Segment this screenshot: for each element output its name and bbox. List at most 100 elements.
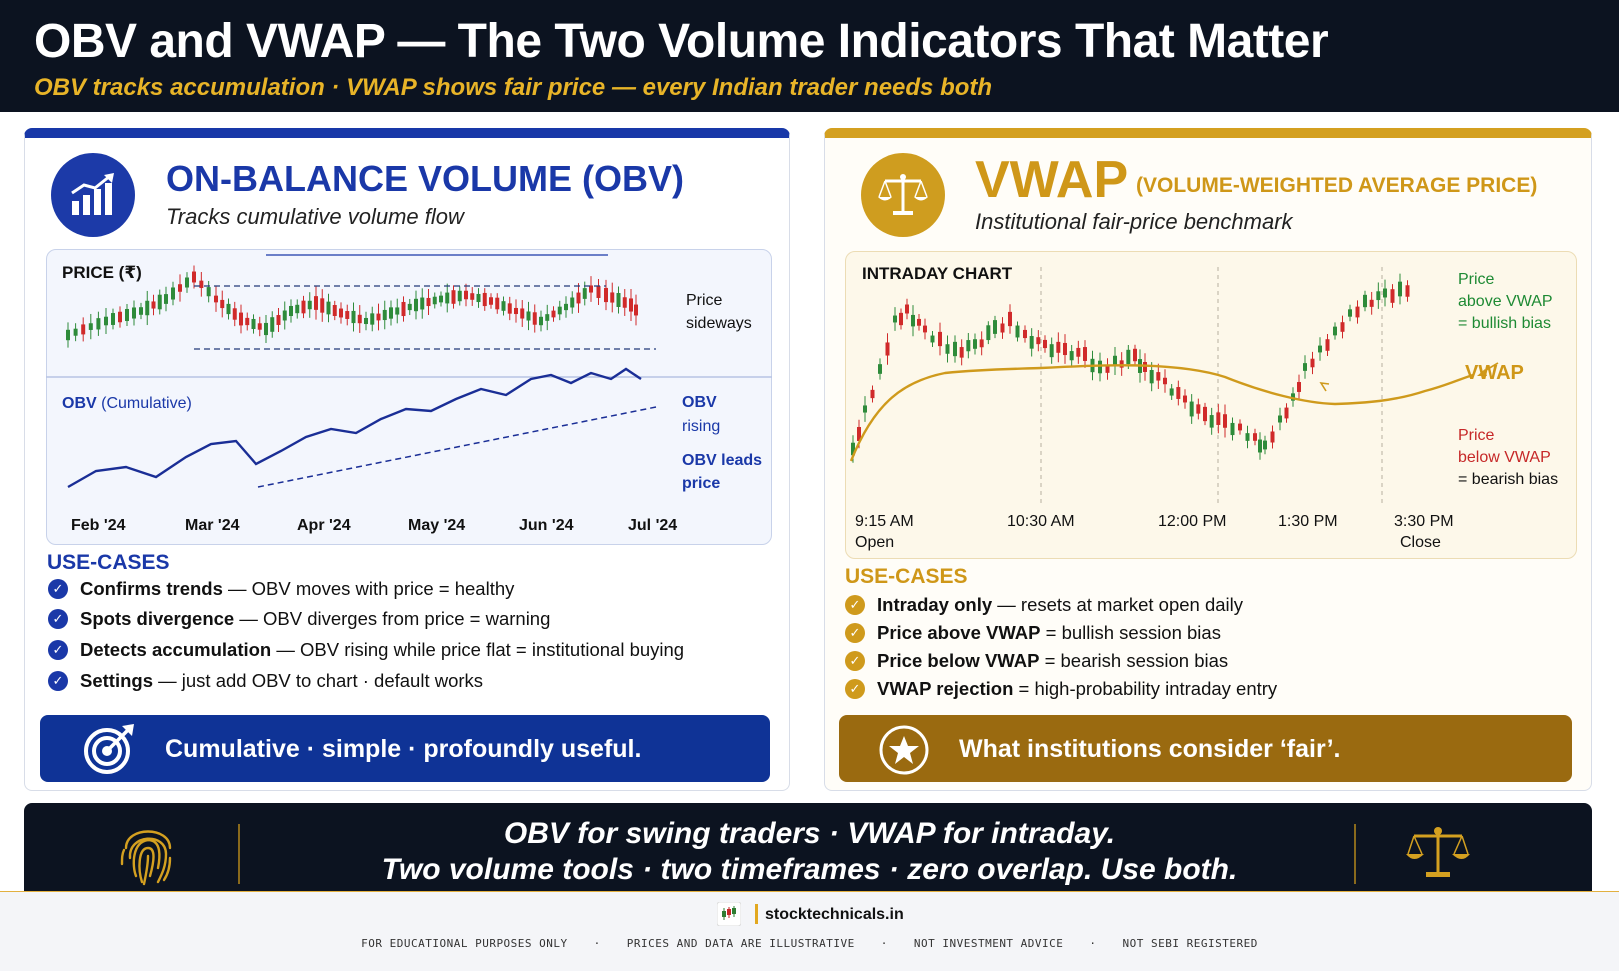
vwap-usecase-item: ✓ VWAP rejection = high-probability intra… xyxy=(845,678,1277,700)
candle-body xyxy=(526,311,531,321)
open-label: Open xyxy=(855,534,895,551)
footer xyxy=(0,891,1619,971)
candle-body xyxy=(357,314,362,324)
candle-body xyxy=(206,287,211,297)
candle-body xyxy=(1049,344,1054,358)
candle-body xyxy=(945,344,950,354)
candle-body xyxy=(332,305,337,316)
candle-body xyxy=(111,313,115,325)
candle-body xyxy=(1253,433,1257,441)
intraday-chart-label: INTRADAY CHART xyxy=(862,264,1013,283)
price-note-1: Price xyxy=(686,292,723,309)
disclaimer-item: NOT SEBI REGISTERED xyxy=(1122,937,1258,950)
candle-body xyxy=(1348,309,1352,317)
header-bar xyxy=(0,0,1619,112)
candle-body xyxy=(1369,299,1374,307)
scales-icon xyxy=(861,153,945,237)
candle-body xyxy=(1113,355,1117,367)
vwap-usecase-item: ✓ Intraday only — resets at market open d… xyxy=(845,594,1243,616)
candle-body xyxy=(622,297,627,308)
candle-body xyxy=(1216,412,1221,425)
vwap-banner xyxy=(839,715,1572,782)
candle-body xyxy=(1230,422,1235,436)
candle-body xyxy=(1284,407,1289,419)
vwap-chart xyxy=(845,251,1577,559)
vwap-line xyxy=(849,364,1474,462)
candle-body xyxy=(495,297,500,310)
candle-body xyxy=(1238,423,1242,431)
candle-body xyxy=(1303,363,1307,371)
candle-body xyxy=(439,295,443,303)
vwap-banner-text: What institutions consider ‘fair’. xyxy=(959,735,1341,763)
candle-body xyxy=(214,295,218,303)
candle-body xyxy=(1029,336,1034,349)
candle-body xyxy=(1196,404,1201,414)
target-icon xyxy=(84,724,134,774)
obv-usecase-item: ✓ Detects accumulation — OBV rising while… xyxy=(48,639,684,661)
candle-body xyxy=(1149,370,1154,384)
candle-body xyxy=(401,301,406,317)
candle-body xyxy=(893,315,897,323)
obv-usecases-title: USE-CASES xyxy=(47,551,170,574)
time-tick: 9:15 AM xyxy=(855,513,914,530)
time-tick: 12:00 PM xyxy=(1158,513,1227,530)
candle-body xyxy=(938,331,942,347)
lead-note-2: price xyxy=(682,475,721,492)
month-tick: Feb '24 xyxy=(71,517,126,534)
candle-body xyxy=(420,297,425,310)
candle-body xyxy=(1083,347,1087,361)
candle-body xyxy=(507,303,512,314)
check-icon: ✓ xyxy=(845,595,865,615)
candle-body xyxy=(570,297,575,308)
candle-body xyxy=(314,296,318,310)
candle-body xyxy=(870,389,875,399)
candle-body xyxy=(582,288,587,299)
vwap-title-expansion: (VOLUME-WEIGHTED AVERAGE PRICE) xyxy=(1136,174,1538,197)
time-tick: 3:30 PM xyxy=(1394,513,1454,530)
candle-body xyxy=(220,299,225,309)
candle-body xyxy=(1015,325,1020,338)
candle-body xyxy=(73,328,78,336)
candle-body xyxy=(426,297,431,307)
candle-body xyxy=(1036,337,1041,345)
candle-body xyxy=(979,339,984,348)
brand-accent xyxy=(755,904,758,924)
candle-body xyxy=(251,318,256,330)
vwap-subtitle: Institutional fair-price benchmark xyxy=(975,209,1293,234)
candle-body xyxy=(295,304,300,314)
candle-body xyxy=(232,308,237,320)
brand-name[interactable]: stocktechnicals.in xyxy=(765,906,904,923)
candle-body xyxy=(1056,341,1061,353)
price-axis-label: PRICE (₹) xyxy=(62,263,142,282)
candle-body xyxy=(270,317,275,332)
candle-body xyxy=(470,293,475,300)
candle-body xyxy=(857,427,861,441)
candle-body xyxy=(445,292,450,304)
candle-body xyxy=(199,280,204,289)
above-note-3: = bullish bias xyxy=(1458,315,1551,332)
obv-axis-label-main: OBV xyxy=(62,395,97,412)
candle-body xyxy=(1297,382,1301,392)
candle-body xyxy=(596,286,601,298)
candle-body xyxy=(192,271,196,283)
check-icon: ✓ xyxy=(48,609,68,629)
candle-body xyxy=(1258,439,1262,453)
candle-body xyxy=(164,294,168,304)
candle-body xyxy=(905,304,909,314)
candle-body xyxy=(382,309,387,321)
candle-body xyxy=(239,312,243,326)
above-note-1: Price xyxy=(1458,271,1495,288)
bottom-line-1: OBV for swing traders · VWAP for intrada… xyxy=(503,817,1116,850)
candle-body xyxy=(1245,433,1250,441)
candle-body xyxy=(1263,440,1267,450)
check-icon: ✓ xyxy=(845,623,865,643)
candle-body xyxy=(1209,415,1214,428)
candle-body xyxy=(1000,323,1005,333)
candle-body xyxy=(1355,306,1360,318)
candle-body xyxy=(1278,415,1282,423)
candle-body xyxy=(1333,326,1337,336)
disclaimer-item: PRICES AND DATA ARE ILLUSTRATIVE xyxy=(626,937,855,950)
candle-body xyxy=(282,310,287,321)
candle-body xyxy=(1098,360,1102,374)
candle-body xyxy=(351,310,356,324)
